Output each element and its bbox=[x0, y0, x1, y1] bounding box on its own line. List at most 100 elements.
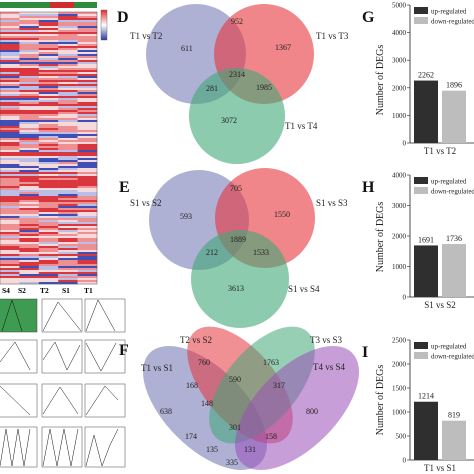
heatmap-cell bbox=[58, 64, 78, 67]
heatmap-cell bbox=[77, 252, 98, 255]
heatmap-cell bbox=[0, 198, 20, 201]
heatmap-cell bbox=[38, 252, 59, 255]
venn-e-labels: S1 vs S2 S1 vs S3 S1 vs S4 593 705 1550 … bbox=[130, 184, 348, 294]
heatmap-cell bbox=[19, 242, 39, 245]
heatmap-cell bbox=[58, 172, 78, 175]
heatmap-cell bbox=[77, 118, 98, 121]
venn-label: S1 vs S3 bbox=[316, 198, 348, 208]
heatmap-cell bbox=[0, 128, 20, 131]
heatmap-cell bbox=[77, 80, 98, 83]
heatmap-cell bbox=[38, 114, 59, 117]
heatmap-cell bbox=[38, 36, 59, 39]
heatmap-cell bbox=[19, 82, 39, 85]
heatmap-cell bbox=[19, 58, 39, 61]
heatmap-cell bbox=[77, 164, 98, 167]
bar-value-label: 1691 bbox=[418, 235, 434, 244]
heatmap-cell bbox=[38, 276, 59, 279]
heatmap-cell bbox=[77, 46, 98, 49]
venn-value: 158 bbox=[265, 432, 277, 441]
heatmap-cell bbox=[77, 148, 98, 151]
heatmap-cell bbox=[38, 144, 59, 147]
heatmap-cell bbox=[58, 276, 78, 279]
heatmap-cell bbox=[77, 26, 98, 29]
y-axis-label: Number of DEGs bbox=[375, 202, 386, 273]
heatmap-cell bbox=[58, 44, 78, 47]
heatmap-cell bbox=[19, 72, 39, 75]
heatmap-cell bbox=[77, 178, 98, 181]
heatmap-cell bbox=[19, 106, 39, 109]
heatmap-cell bbox=[77, 138, 98, 141]
heatmap-cell bbox=[77, 246, 98, 249]
heatmap-cell bbox=[0, 208, 20, 211]
heatmap-cell bbox=[0, 86, 20, 89]
heatmap-cell bbox=[58, 190, 78, 193]
heatmap-cell bbox=[58, 274, 78, 277]
panel-letter-e: E bbox=[119, 179, 130, 196]
heatmap-cell bbox=[19, 28, 39, 31]
heatmap-cell bbox=[77, 104, 98, 107]
bar-up bbox=[414, 401, 438, 460]
x-tick-label: S1 vs S2 bbox=[424, 300, 456, 310]
heatmap-cell bbox=[58, 26, 78, 29]
heatmap-cell bbox=[0, 106, 20, 109]
heatmap-cell bbox=[0, 122, 20, 125]
heatmap-cell bbox=[38, 270, 59, 273]
heatmap-cell bbox=[19, 34, 39, 37]
heatmap-cell bbox=[0, 78, 20, 81]
heatmap-cell bbox=[0, 238, 20, 241]
heatmap-cell bbox=[0, 182, 20, 185]
heatmap-cell bbox=[0, 206, 20, 209]
venn-value: 760 bbox=[198, 358, 210, 367]
heatmap-cell bbox=[38, 200, 59, 203]
legend-label: down-regulated bbox=[431, 188, 474, 196]
heatmap-cell bbox=[0, 196, 20, 199]
heatmap-cell bbox=[77, 216, 98, 219]
heatmap-cell bbox=[77, 168, 98, 171]
heatmap-cell bbox=[58, 224, 78, 227]
heatmap-cell bbox=[58, 140, 78, 143]
heatmap-cell bbox=[0, 212, 20, 215]
heatmap-cell bbox=[58, 176, 78, 179]
heatmap-cell bbox=[19, 250, 39, 253]
heatmap-cell bbox=[0, 36, 20, 39]
heatmap-cell bbox=[0, 90, 20, 93]
venn-value: 611 bbox=[181, 44, 193, 53]
heatmap-cell bbox=[0, 232, 20, 235]
heatmap-cell bbox=[19, 230, 39, 233]
heatmap-cell bbox=[58, 214, 78, 217]
heatmap-cell bbox=[19, 110, 39, 113]
heatmap-cell bbox=[38, 230, 59, 233]
heatmap-cell bbox=[77, 156, 98, 159]
heatmap-cell bbox=[38, 48, 59, 51]
heatmap-cell bbox=[77, 258, 98, 261]
heatmap-cell bbox=[77, 232, 98, 235]
heatmap-cell bbox=[19, 114, 39, 117]
heatmap-cell bbox=[58, 106, 78, 109]
heatmap-cell bbox=[38, 46, 59, 49]
heatmap-cell bbox=[19, 88, 39, 91]
venn-label: T1 vs S1 bbox=[141, 363, 173, 373]
heatmap-cell bbox=[38, 72, 59, 75]
venn-value: 3613 bbox=[228, 284, 244, 293]
heatmap-cell bbox=[19, 118, 39, 121]
heatmap-cell bbox=[19, 180, 39, 183]
heatmap-cell bbox=[19, 168, 39, 171]
heatmap-cell bbox=[77, 162, 98, 165]
heatmap-cell bbox=[77, 62, 98, 65]
heatmap-cell bbox=[77, 256, 98, 259]
heatmap-cell bbox=[19, 186, 39, 189]
heatmap-cell bbox=[19, 228, 39, 231]
heatmap-cell bbox=[0, 220, 20, 223]
heatmap-cell bbox=[0, 174, 20, 177]
heatmap-cell bbox=[19, 96, 39, 99]
heatmap-cell bbox=[77, 166, 98, 169]
heatmap-cell bbox=[58, 40, 78, 43]
heatmap-cell bbox=[19, 136, 39, 139]
heatmap-cell bbox=[0, 92, 20, 95]
heatmap-cell bbox=[77, 78, 98, 81]
heatmap-cell bbox=[58, 104, 78, 107]
heatmap-cell bbox=[19, 68, 39, 71]
heatmap-cell bbox=[58, 188, 78, 191]
heatmap-cell bbox=[0, 278, 20, 281]
heatmap-cell bbox=[19, 18, 39, 21]
